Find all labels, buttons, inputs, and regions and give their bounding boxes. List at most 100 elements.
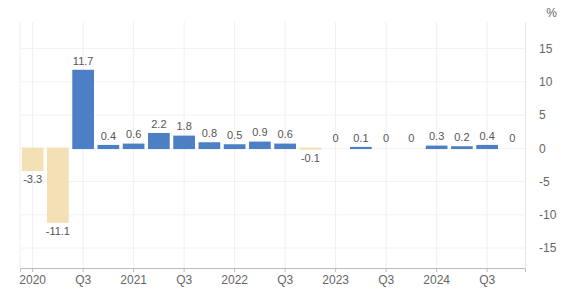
x-tick-label: 2023 xyxy=(322,273,349,287)
data-label: 0.9 xyxy=(252,126,267,138)
x-tick-label: Q3 xyxy=(378,273,394,287)
bar xyxy=(376,148,396,150)
data-label: 11.7 xyxy=(73,55,94,67)
bar xyxy=(250,142,270,148)
bar xyxy=(98,146,118,149)
data-label: -0.1 xyxy=(301,152,320,164)
x-tick-mark xyxy=(83,268,84,272)
y-tick-label: 10 xyxy=(539,75,553,89)
grid-line xyxy=(20,48,525,49)
bars xyxy=(23,71,498,223)
y-tick: -5 xyxy=(525,175,550,189)
y-tick-label: 0 xyxy=(539,142,546,156)
grid-line xyxy=(20,181,525,182)
bar xyxy=(351,147,371,149)
x-tick-mark xyxy=(386,268,387,272)
x-tick-mark xyxy=(32,268,33,272)
x-tick-label: Q3 xyxy=(75,273,91,287)
x-tick: 2024 xyxy=(423,268,450,287)
x-tick-label: 2024 xyxy=(423,273,450,287)
y-axis-title: % xyxy=(546,6,557,20)
data-label: 0.1 xyxy=(353,132,368,144)
data-label: 0.5 xyxy=(227,129,242,141)
data-label: 1.8 xyxy=(176,120,191,132)
x-tick-label: 2021 xyxy=(120,273,147,287)
x-tick: 2021 xyxy=(120,268,147,287)
bar xyxy=(477,146,497,149)
y-axis-line xyxy=(525,23,526,269)
x-tick: Q3 xyxy=(479,268,495,287)
y-tick: 15 xyxy=(525,42,553,56)
x-axis-line xyxy=(21,269,526,273)
grid-line xyxy=(20,248,525,249)
bar xyxy=(225,145,245,148)
y-grid xyxy=(20,49,525,248)
y-tick: 5 xyxy=(525,108,546,122)
data-label: 0.8 xyxy=(202,127,217,139)
x-tick: 2023 xyxy=(322,268,349,287)
bar xyxy=(452,147,472,148)
grid-line xyxy=(335,22,336,268)
x-tick: 2022 xyxy=(221,268,248,287)
y-tick-label: 15 xyxy=(539,42,553,56)
grid-line xyxy=(20,148,525,149)
x-grid xyxy=(33,22,488,268)
x-tick-mark xyxy=(133,268,134,272)
bar xyxy=(300,148,320,150)
x-axis: 2020 Q3 2021 Q3 2022 Q3 2023 Q3 2024 Q3 xyxy=(19,268,525,287)
x-tick-mark xyxy=(234,268,235,272)
data-label: 0 xyxy=(383,132,389,144)
y-axis: -15 -10 -5 0 5 10 15 xyxy=(525,23,557,269)
x-tick-mark xyxy=(487,268,488,272)
y-tick: -10 xyxy=(525,208,557,222)
bar xyxy=(174,136,194,148)
data-label: 0.3 xyxy=(429,130,444,142)
y-tick: 0 xyxy=(525,142,546,156)
y-tick: 10 xyxy=(525,75,553,89)
bar xyxy=(149,134,169,149)
x-tick-label: Q3 xyxy=(479,273,495,287)
data-label: 2.2 xyxy=(151,118,166,130)
data-label: -11.1 xyxy=(46,225,70,237)
data-label: 0.6 xyxy=(126,128,141,140)
bar xyxy=(23,148,43,170)
plot-frame xyxy=(20,22,21,268)
chart: -3.3 -11.1 11.7 0.4 0.6 2.2 1.8 0.8 0.5 0.9 0.6 -0.… xyxy=(0,0,565,290)
data-label: 0 xyxy=(333,132,339,144)
grid-line xyxy=(436,22,437,268)
x-tick: Q3 xyxy=(176,268,192,287)
x-tick: Q3 xyxy=(378,268,394,287)
bar xyxy=(48,148,68,222)
y-tick-label: -15 xyxy=(539,241,557,255)
x-tick-label: 2020 xyxy=(19,273,46,287)
data-label: -3.3 xyxy=(23,173,42,185)
data-label: 0.6 xyxy=(277,128,292,140)
data-label: 0.4 xyxy=(479,130,494,142)
grid-line xyxy=(20,214,525,215)
bar xyxy=(401,148,421,150)
bar xyxy=(73,71,93,149)
x-tick-mark xyxy=(335,268,336,272)
x-tick-label: Q3 xyxy=(176,273,192,287)
bar xyxy=(326,148,346,150)
x-tick: Q3 xyxy=(75,268,91,287)
x-tick-label: 2022 xyxy=(221,273,248,287)
y-tick: -15 xyxy=(525,241,557,255)
bar xyxy=(275,144,295,148)
data-labels: -3.3 -11.1 11.7 0.4 0.6 2.2 1.8 0.8 0.5 0.9 0.6 -0.… xyxy=(23,55,515,238)
bar xyxy=(502,148,522,150)
x-tick-mark xyxy=(184,268,185,272)
data-label: 0.2 xyxy=(454,131,469,143)
data-label: 0.4 xyxy=(101,130,116,142)
x-tick-label: Q3 xyxy=(277,273,293,287)
grid-line xyxy=(32,22,33,268)
y-tick-label: 5 xyxy=(539,108,546,122)
bar xyxy=(124,144,144,148)
grid-line xyxy=(386,22,387,268)
grid-line xyxy=(20,115,525,116)
data-label: 0 xyxy=(509,132,515,144)
bar xyxy=(199,143,219,148)
grid-line xyxy=(20,81,525,82)
bar xyxy=(427,146,447,148)
x-tick-mark xyxy=(285,268,286,272)
